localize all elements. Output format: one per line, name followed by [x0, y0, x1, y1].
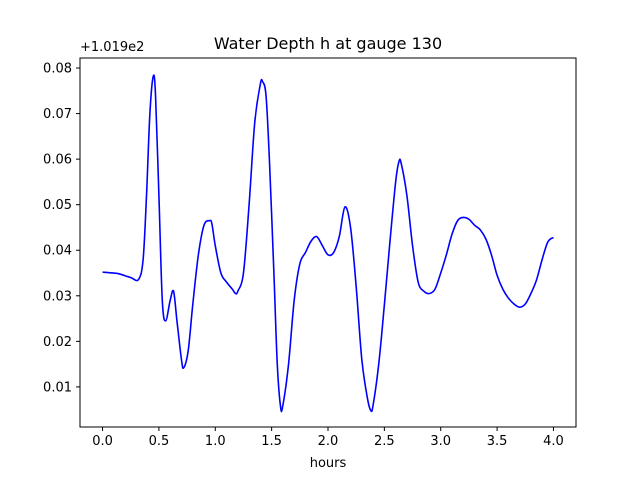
x-tick-label: 1.5	[261, 434, 282, 449]
x-axis-ticks: 0.0 0.5 1.0 1.5 2.0 2.5 3.0 3.5 4.0	[92, 427, 564, 449]
x-tick-label: 2.5	[374, 434, 395, 449]
x-tick-label: 1.0	[205, 434, 226, 449]
x-tick-label: 3.5	[487, 434, 508, 449]
x-axis-label: hours	[310, 456, 347, 471]
plot-area-frame	[79, 57, 577, 428]
y-axis-offset-label: +1.019e2	[80, 40, 144, 55]
y-tick-label: 0.06	[43, 153, 72, 168]
x-tick-label: 3.0	[430, 434, 451, 449]
x-tick-label: 0.0	[92, 434, 113, 449]
x-tick-label: 4.0	[543, 434, 564, 449]
series-line	[102, 74, 554, 413]
x-tick-label: 0.5	[149, 434, 170, 449]
y-tick-label: 0.02	[43, 335, 72, 350]
series-layer	[102, 74, 554, 413]
y-tick-label: 0.05	[43, 198, 72, 213]
y-axis-ticks: 0.01 0.02 0.03 0.04 0.05 0.06 0.07 0.08	[43, 62, 80, 395]
y-tick-label: 0.08	[43, 62, 72, 77]
x-tick-label: 2.0	[318, 434, 339, 449]
y-tick-label: 0.03	[43, 289, 72, 304]
y-tick-label: 0.04	[43, 244, 72, 259]
y-tick-label: 0.07	[43, 107, 72, 122]
chart-title: Water Depth h at gauge 130	[214, 34, 442, 53]
y-tick-label: 0.01	[43, 380, 72, 395]
